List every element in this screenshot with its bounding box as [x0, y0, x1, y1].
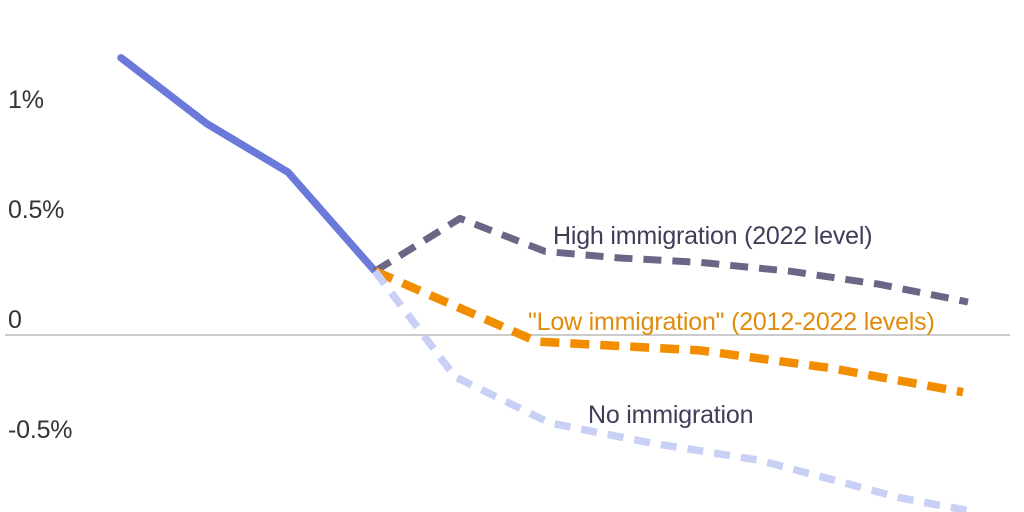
series-line-high-immigration-2022-level: [373, 214, 969, 306]
y-axis-tick-0-5pct: 0.5%: [8, 196, 65, 224]
series-label-high-immigration: High immigration (2022 level): [553, 222, 873, 250]
series-label-low-immigration: "Low immigration" (2012-2022 levels): [528, 308, 935, 336]
y-axis-tick-0: 0: [8, 306, 22, 334]
series-line-low-immigration-2012-2022-levels: [373, 267, 964, 397]
series-label-no-immigration: No immigration: [588, 401, 754, 429]
y-axis-tick-1pct: 1%: [8, 86, 44, 114]
series-line-no-immigration: [372, 268, 971, 512]
y-axis-tick-1-5pct: 1.5%: [8, 0, 64, 4]
y-axis-tick-neg-0-5pct: -0.5%: [8, 416, 73, 444]
series-line-historical: [117, 54, 379, 275]
